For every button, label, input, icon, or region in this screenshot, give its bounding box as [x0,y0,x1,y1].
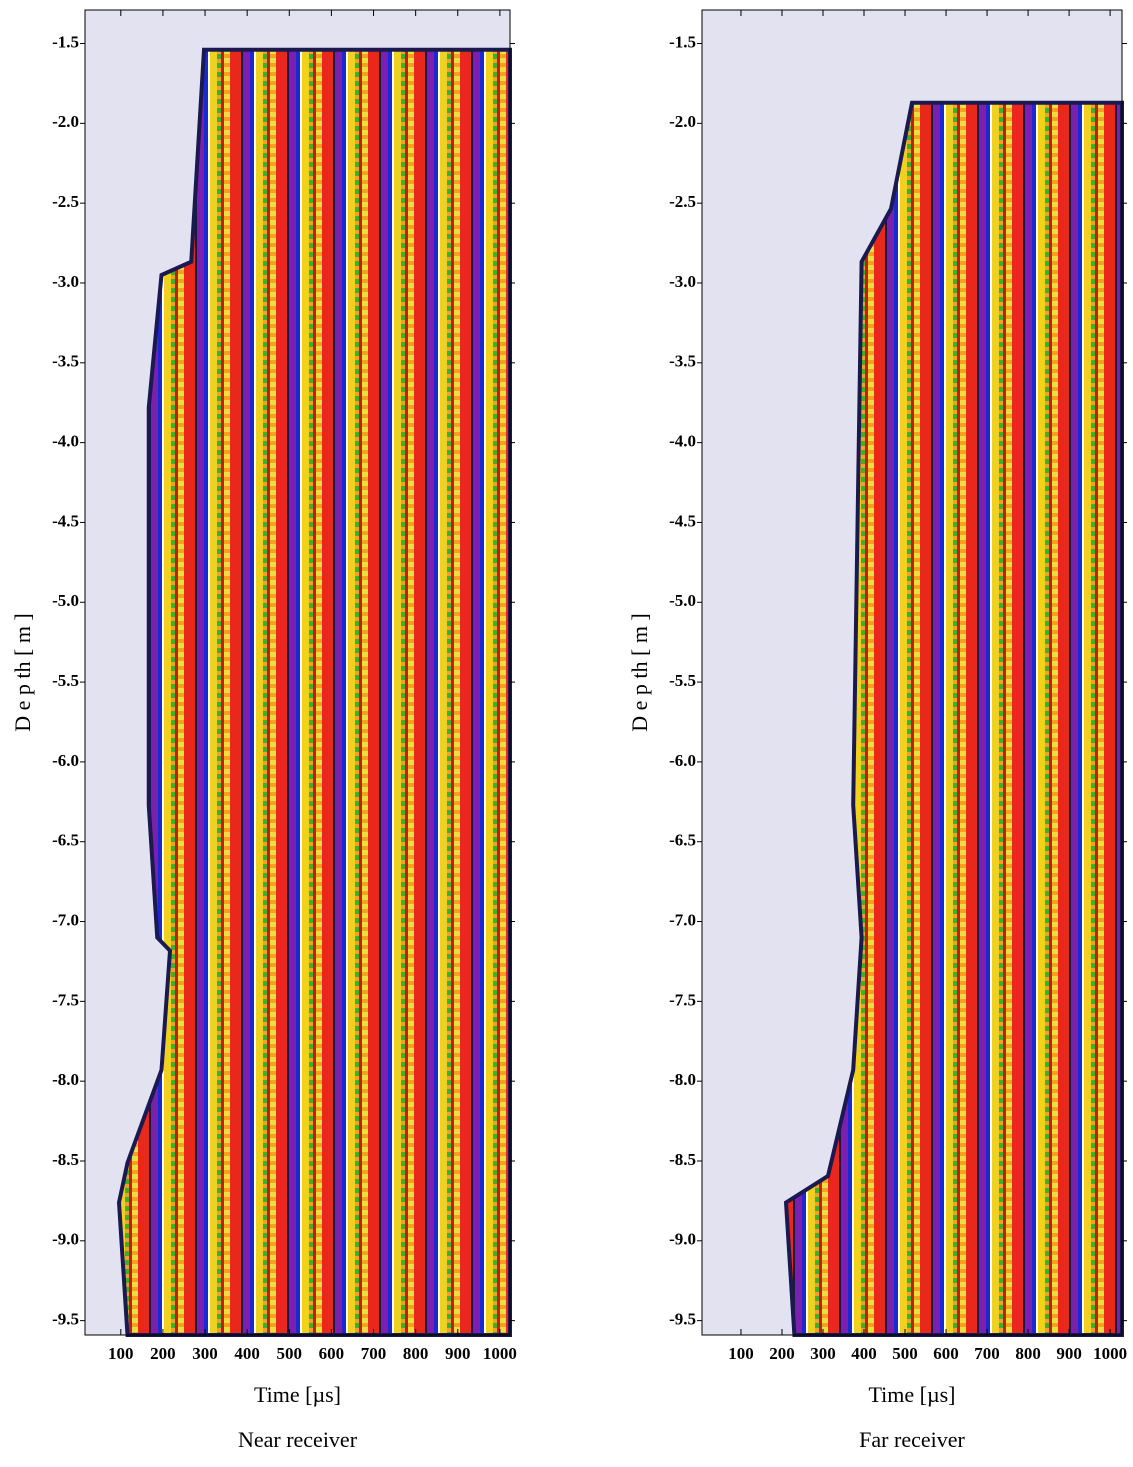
y-tick-label: -3.0 [669,272,696,291]
x-tick-label: 700 [974,1344,1000,1363]
y-tick-label: -9.5 [52,1310,79,1329]
y-tick-label: -5.0 [669,591,696,610]
x-tick-label: 400 [851,1344,877,1363]
y-tick-label: -2.5 [669,192,696,211]
y-tick-label: -4.5 [669,511,696,530]
plot-frame [701,9,1123,1336]
y-tick-label: -5.0 [52,591,79,610]
y-axis-label: D e p th [ m ] [10,613,35,732]
x-tick-label: 800 [1015,1344,1041,1363]
y-tick-label: -1.5 [52,32,79,51]
x-tick-label: 300 [192,1344,218,1363]
y-tick-label: -2.0 [669,112,696,131]
y-tick-label: -8.5 [669,1150,696,1169]
x-tick-label: 1000 [1093,1344,1127,1363]
x-tick-label: 100 [728,1344,754,1363]
x-tick-label: 600 [933,1344,959,1363]
y-tick-label: -1.5 [669,32,696,51]
y-tick-label: -8.0 [52,1070,79,1089]
y-tick-label: -8.5 [52,1150,79,1169]
caption: Far receiver [859,1427,965,1452]
x-tick-label: 1000 [483,1344,517,1363]
y-tick-label: -6.0 [669,751,696,770]
x-tick-label: 600 [319,1344,345,1363]
x-tick-label: 300 [810,1344,836,1363]
y-tick-label: -6.5 [52,831,79,850]
y-tick-label: -7.5 [52,990,79,1009]
y-tick-label: -3.0 [52,272,79,291]
y-tick-label: -5.5 [52,671,79,690]
x-tick-label: 900 [1056,1344,1082,1363]
y-tick-label: -8.0 [669,1070,696,1089]
y-tick-label: -4.0 [669,432,696,451]
x-tick-label: 700 [361,1344,387,1363]
y-tick-label: -7.0 [52,910,79,929]
y-tick-label: -9.5 [669,1310,696,1329]
x-tick-label: 500 [892,1344,918,1363]
plot-frame [84,9,511,1336]
y-tick-label: -4.0 [52,432,79,451]
y-tick-label: -7.5 [669,990,696,1009]
y-tick-label: -6.0 [52,751,79,770]
caption: Near receiver [238,1427,358,1452]
x-tick-label: 500 [277,1344,303,1363]
x-axis-label: Time [µs] [868,1382,955,1407]
y-axis-label: D e p th [ m ] [627,613,652,732]
y-tick-label: -6.5 [669,831,696,850]
y-tick-label: -9.0 [669,1230,696,1249]
y-tick-label: -3.5 [669,352,696,371]
y-tick-label: -9.0 [52,1230,79,1249]
x-tick-label: 100 [108,1344,134,1363]
y-tick-label: -7.0 [669,910,696,929]
x-tick-label: 200 [769,1344,795,1363]
x-tick-label: 200 [150,1344,176,1363]
y-tick-label: -2.5 [52,192,79,211]
y-tick-label: -2.0 [52,112,79,131]
y-tick-label: -4.5 [52,511,79,530]
x-tick-label: 400 [234,1344,260,1363]
x-tick-label: 800 [403,1344,429,1363]
x-axis-label: Time [µs] [254,1382,341,1407]
y-tick-label: -5.5 [669,671,696,690]
y-tick-label: -3.5 [52,352,79,371]
x-tick-label: 900 [445,1344,471,1363]
